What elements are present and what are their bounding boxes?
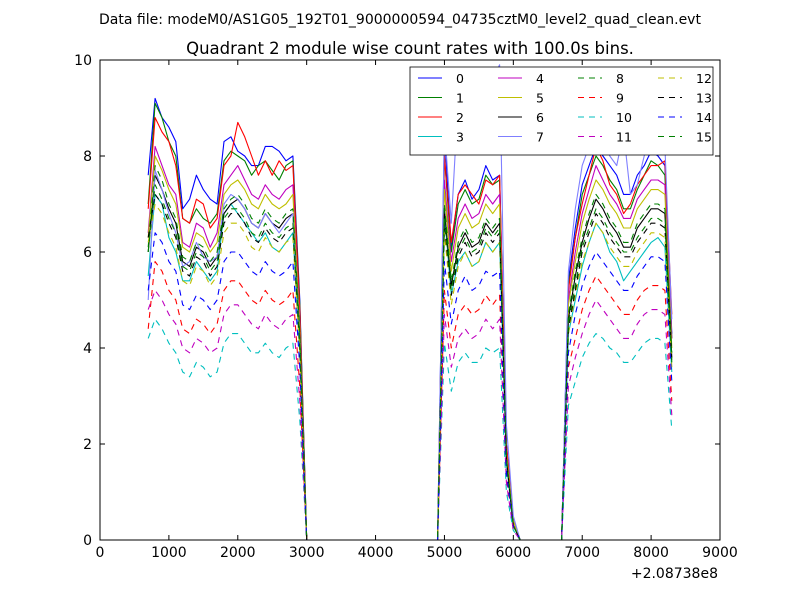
series-line-1 — [147, 102, 673, 541]
x-tick-label: 8000 — [633, 545, 669, 561]
x-tick-label: 0 — [96, 545, 105, 561]
legend-box — [409, 66, 714, 156]
chart-title: Quadrant 2 module wise count rates with … — [186, 39, 634, 58]
legend-label-1: 1 — [456, 91, 464, 106]
series-line-12 — [147, 203, 673, 541]
y-tick-label: 10 — [74, 53, 92, 69]
x-tick-label: 7000 — [564, 545, 600, 561]
legend-label-10: 10 — [616, 110, 632, 125]
y-tick-label: 4 — [83, 341, 92, 357]
series-line-0 — [147, 97, 673, 541]
x-tick-label: 2000 — [220, 545, 256, 561]
series-line-4 — [147, 145, 673, 541]
legend-label-7: 7 — [536, 130, 544, 145]
series-line-11 — [147, 289, 673, 541]
plot-frame — [99, 59, 721, 541]
legend-label-14: 14 — [696, 110, 712, 125]
y-tick-label: 0 — [83, 533, 92, 549]
x-tick-label: 6000 — [496, 545, 532, 561]
axes: 0 1000 2000 3000 4000 5000 6000 7000 8000 9000 0 2 4… — [74, 53, 738, 561]
legend-label-4: 4 — [536, 71, 544, 86]
series-line-5 — [147, 155, 673, 541]
legend-label-12: 12 — [696, 71, 712, 86]
series-lines — [147, 64, 673, 541]
legend-label-11: 11 — [616, 130, 632, 145]
series-line-13 — [147, 193, 673, 541]
series-line-2 — [147, 117, 673, 541]
legend-label-8: 8 — [616, 71, 624, 86]
legend-label-13: 13 — [696, 91, 712, 106]
x-tick-label: 9000 — [702, 545, 738, 561]
legend-label-9: 9 — [616, 91, 624, 106]
legend-label-3: 3 — [456, 130, 464, 145]
series-line-15 — [147, 184, 673, 541]
series-line-6 — [147, 174, 673, 541]
series-line-8 — [147, 165, 673, 541]
x-tick-label: 5000 — [427, 545, 463, 561]
legend-label-15: 15 — [696, 130, 712, 145]
legend-label-5: 5 — [536, 91, 544, 106]
legend-label-6: 6 — [536, 110, 544, 125]
x-tick-label: 4000 — [358, 545, 394, 561]
legend-label-0: 0 — [456, 71, 464, 86]
x-tick-label: 1000 — [151, 545, 187, 561]
x-tick-label: 3000 — [289, 545, 325, 561]
series-line-3 — [147, 193, 673, 541]
y-tick-label: 6 — [83, 245, 92, 261]
x-offset-label: +2.08738e8 — [631, 566, 718, 582]
legend-label-2: 2 — [456, 110, 464, 125]
y-tick-label: 2 — [83, 437, 92, 453]
series-line-14 — [147, 232, 673, 541]
suptitle: Data file: modeM0/AS1G05_192T01_90000005… — [99, 12, 701, 28]
series-line-10 — [147, 318, 673, 541]
series-line-9 — [147, 261, 673, 541]
y-tick-label: 8 — [83, 149, 92, 165]
